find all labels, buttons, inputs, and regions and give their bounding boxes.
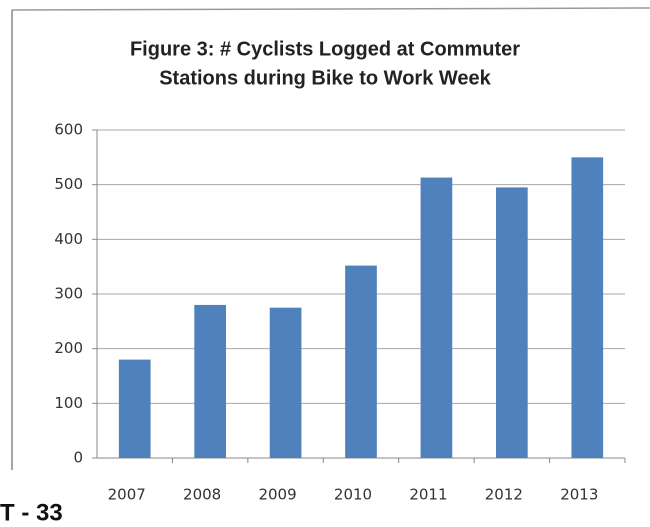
frame-top <box>11 7 650 11</box>
bar <box>118 359 151 458</box>
x-tick-label: 2008 <box>183 486 221 504</box>
x-tick-label: 2007 <box>108 486 146 504</box>
y-tick-label: 200 <box>54 339 83 357</box>
y-tick-label: 500 <box>54 175 83 193</box>
y-tick-label: 100 <box>54 394 83 412</box>
y-tick-label: 400 <box>54 230 83 248</box>
bar <box>571 157 604 459</box>
y-tick-label: 600 <box>54 121 83 139</box>
bar <box>345 265 377 458</box>
x-tick-label: 2009 <box>258 486 296 504</box>
bar <box>496 187 528 458</box>
x-tick-label: 2010 <box>334 486 372 504</box>
chart-title: Figure 3: # Cyclists Logged at Commuter <box>130 38 520 60</box>
chart-title: Stations during Bike to Work Week <box>159 67 491 89</box>
bar <box>269 307 302 458</box>
y-tick-label: 0 <box>73 449 83 467</box>
x-tick-label: 2011 <box>409 486 447 504</box>
x-tick-label: 2013 <box>560 486 598 504</box>
bar <box>194 304 226 458</box>
page-note: VT - 33 <box>0 499 63 526</box>
bar <box>420 177 453 458</box>
y-tick-label: 300 <box>54 285 83 303</box>
x-tick-label: 2012 <box>485 486 523 504</box>
